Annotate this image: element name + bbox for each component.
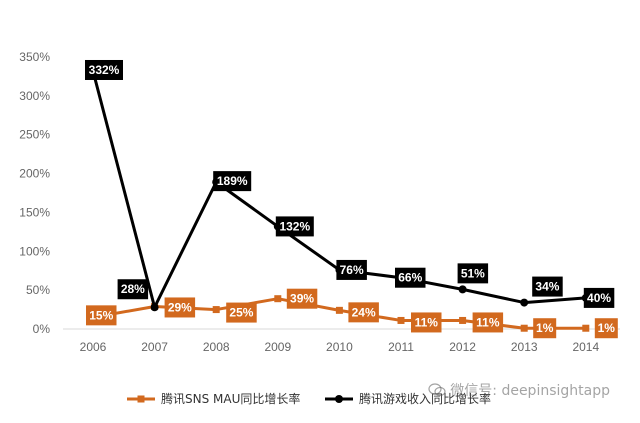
data-label-text: 24% bbox=[352, 305, 376, 319]
data-label-box bbox=[117, 279, 149, 300]
x-tick-label: 2012 bbox=[449, 340, 476, 354]
data-label: 39% bbox=[286, 288, 318, 309]
legend-swatch-marker bbox=[137, 395, 145, 403]
series-layer bbox=[89, 66, 590, 332]
data-label-text: 25% bbox=[229, 306, 253, 320]
data-label-box bbox=[286, 288, 318, 309]
data-label-text: 39% bbox=[290, 292, 314, 306]
data-label-box bbox=[411, 312, 442, 333]
data-label-text: 29% bbox=[168, 300, 192, 314]
data-label-text: 1% bbox=[536, 321, 554, 335]
x-tick-label: 2007 bbox=[141, 340, 168, 354]
x-axis: 2006 2007 2008 2009 2010 2011 2012 2013 2014 bbox=[80, 340, 600, 354]
legend: 腾讯SNS MAU同比增长率 腾讯游戏收入同比增长率 bbox=[127, 391, 491, 406]
data-label: 66% bbox=[395, 267, 426, 288]
x-tick-label: 2006 bbox=[80, 340, 107, 354]
data-label: 51% bbox=[457, 263, 489, 284]
data-label: 11% bbox=[472, 312, 504, 333]
data-point-marker bbox=[459, 316, 467, 324]
data-label: 189% bbox=[213, 171, 252, 192]
data-label-text: 40% bbox=[587, 291, 611, 305]
legend-item: 腾讯游戏收入同比增长率 bbox=[325, 391, 491, 406]
data-label-box bbox=[457, 263, 489, 284]
data-labels: 15% 29% 25% 39% 24% 11% 11% 1% 1% 332% 28% 189% 132%… bbox=[85, 59, 618, 339]
y-tick-label: 200% bbox=[19, 167, 50, 181]
legend-swatch-marker bbox=[335, 395, 343, 403]
data-label-text: 332% bbox=[89, 63, 120, 77]
data-label-box bbox=[472, 312, 504, 333]
data-point-marker bbox=[335, 306, 343, 314]
data-point-marker bbox=[150, 303, 159, 312]
legend-label: 腾讯SNS MAU同比增长率 bbox=[161, 391, 300, 406]
x-tick-label: 2008 bbox=[203, 340, 230, 354]
data-label: 24% bbox=[348, 302, 379, 323]
wechat-icon bbox=[428, 383, 446, 397]
data-point-marker bbox=[520, 324, 528, 332]
data-label-text: 76% bbox=[340, 263, 364, 277]
x-tick-label: 2011 bbox=[388, 340, 414, 354]
data-label: 76% bbox=[336, 259, 367, 280]
data-label-box bbox=[532, 276, 563, 297]
data-label-box bbox=[86, 305, 117, 326]
data-label: 332% bbox=[85, 59, 123, 80]
y-tick-label: 350% bbox=[19, 50, 50, 64]
data-label-text: 1% bbox=[598, 321, 616, 335]
data-label-text: 11% bbox=[415, 315, 439, 329]
x-tick-label: 2013 bbox=[511, 340, 538, 354]
data-label-box bbox=[594, 318, 618, 339]
y-tick-label: 250% bbox=[19, 128, 50, 142]
watermark: 微信号: deepinsightapp bbox=[428, 380, 610, 400]
data-label-box bbox=[85, 59, 123, 80]
data-label-box bbox=[533, 318, 557, 339]
y-tick-label: 150% bbox=[19, 205, 50, 219]
y-tick-label: 0% bbox=[33, 322, 51, 336]
data-label-text: 11% bbox=[476, 315, 500, 329]
data-label: 29% bbox=[164, 297, 196, 318]
y-axis: 0% 50% 100% 150% 200% 250% 300% 350% bbox=[19, 50, 50, 336]
data-label-text: 28% bbox=[121, 282, 145, 296]
data-label: 11% bbox=[411, 312, 442, 333]
data-label: 1% bbox=[533, 318, 557, 339]
data-label: 34% bbox=[532, 276, 563, 297]
data-label-box bbox=[583, 287, 615, 308]
data-label: 25% bbox=[226, 302, 257, 323]
data-point-marker bbox=[582, 324, 590, 332]
data-label-text: 132% bbox=[279, 219, 310, 233]
legend-label: 腾讯游戏收入同比增长率 bbox=[359, 391, 491, 406]
data-label: 1% bbox=[594, 318, 618, 339]
data-point-marker bbox=[397, 316, 405, 324]
data-label: 15% bbox=[86, 305, 117, 326]
data-point-marker bbox=[458, 285, 467, 294]
data-label-box bbox=[336, 259, 367, 280]
data-label-text: 66% bbox=[398, 271, 422, 285]
data-label-box bbox=[395, 267, 426, 288]
data-point-marker bbox=[274, 295, 282, 303]
data-label-box bbox=[164, 297, 196, 318]
data-label-box bbox=[226, 302, 257, 323]
x-tick-label: 2009 bbox=[264, 340, 291, 354]
data-label: 28% bbox=[117, 279, 149, 300]
data-label-text: 34% bbox=[535, 280, 559, 294]
data-label-box bbox=[275, 216, 314, 237]
data-label: 40% bbox=[583, 287, 615, 308]
x-tick-label: 2014 bbox=[572, 340, 599, 354]
data-label: 132% bbox=[275, 216, 314, 237]
data-point-marker bbox=[212, 306, 220, 314]
y-tick-label: 50% bbox=[26, 283, 50, 297]
x-tick-label: 2010 bbox=[326, 340, 353, 354]
y-tick-label: 300% bbox=[19, 89, 50, 103]
data-label-text: 15% bbox=[89, 308, 113, 322]
watermark-text: 微信号: deepinsightapp bbox=[450, 383, 610, 399]
data-point-marker bbox=[520, 298, 529, 307]
data-label-box bbox=[348, 302, 379, 323]
data-label-box bbox=[213, 171, 252, 192]
y-tick-label: 100% bbox=[19, 244, 50, 258]
data-label-text: 51% bbox=[461, 266, 485, 280]
data-label-text: 189% bbox=[217, 174, 248, 188]
legend-item: 腾讯SNS MAU同比增长率 bbox=[127, 391, 300, 406]
